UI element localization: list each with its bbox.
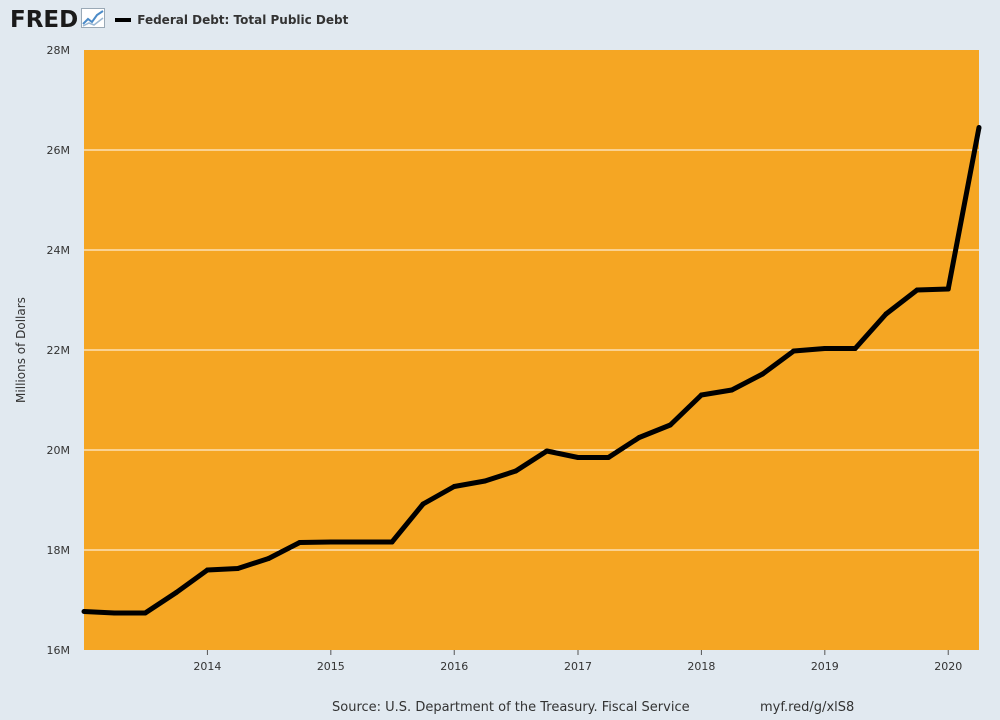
legend-label: Federal Debt: Total Public Debt bbox=[137, 13, 349, 27]
data-point bbox=[173, 590, 179, 595]
source-note: Source: U.S. Department of the Treasury.… bbox=[332, 700, 690, 715]
data-point bbox=[667, 422, 673, 428]
data-point bbox=[698, 392, 704, 398]
x-tick-label: 2015 bbox=[317, 660, 345, 673]
short-link[interactable]: myf.red/g/xlS8 bbox=[760, 700, 855, 715]
y-tick-label: 20M bbox=[47, 444, 71, 457]
data-point bbox=[513, 468, 519, 474]
data-point bbox=[575, 455, 581, 460]
data-point bbox=[729, 387, 735, 393]
data-point bbox=[945, 286, 951, 292]
data-point bbox=[204, 567, 210, 573]
data-point bbox=[81, 609, 87, 614]
data-point bbox=[883, 311, 889, 317]
legend-swatch bbox=[115, 18, 132, 22]
data-point bbox=[420, 501, 426, 507]
data-point bbox=[914, 287, 920, 293]
legend: Federal Debt: Total Public Debt bbox=[115, 13, 348, 27]
y-axis-label: Millions of Dollars bbox=[14, 297, 28, 403]
data-point bbox=[389, 539, 395, 545]
chart-line-icon bbox=[81, 8, 106, 32]
data-point bbox=[544, 448, 550, 454]
data-point bbox=[235, 566, 241, 571]
data-point bbox=[636, 435, 642, 440]
data-point bbox=[358, 539, 364, 545]
data-point bbox=[142, 610, 148, 616]
y-tick-label: 22M bbox=[47, 344, 71, 357]
data-point bbox=[822, 346, 828, 351]
data-point bbox=[760, 371, 766, 377]
data-point bbox=[266, 556, 272, 561]
header: FRED Federal Debt: Total Public Debt bbox=[10, 6, 348, 34]
data-point bbox=[451, 484, 457, 489]
y-tick-label: 16M bbox=[47, 644, 71, 657]
x-tick-label: 2017 bbox=[564, 660, 592, 673]
x-tick-label: 2014 bbox=[193, 660, 221, 673]
y-tick-label: 18M bbox=[47, 544, 71, 557]
x-tick-label: 2019 bbox=[811, 660, 839, 673]
data-point bbox=[976, 125, 982, 130]
y-tick-label: 26M bbox=[47, 144, 71, 157]
y-tick-label: 28M bbox=[47, 44, 71, 57]
x-tick-label: 2016 bbox=[440, 660, 468, 673]
y-tick-label: 24M bbox=[47, 244, 71, 257]
data-point bbox=[111, 610, 117, 616]
data-point bbox=[791, 348, 797, 354]
data-point bbox=[297, 540, 303, 545]
fred-logo[interactable]: FRED bbox=[10, 7, 79, 33]
x-tick-label: 2020 bbox=[934, 660, 962, 673]
data-point bbox=[328, 539, 334, 545]
data-point bbox=[852, 346, 858, 351]
data-point bbox=[482, 478, 488, 484]
data-point bbox=[605, 455, 611, 460]
x-tick-label: 2018 bbox=[687, 660, 715, 673]
series-line bbox=[83, 127, 982, 616]
